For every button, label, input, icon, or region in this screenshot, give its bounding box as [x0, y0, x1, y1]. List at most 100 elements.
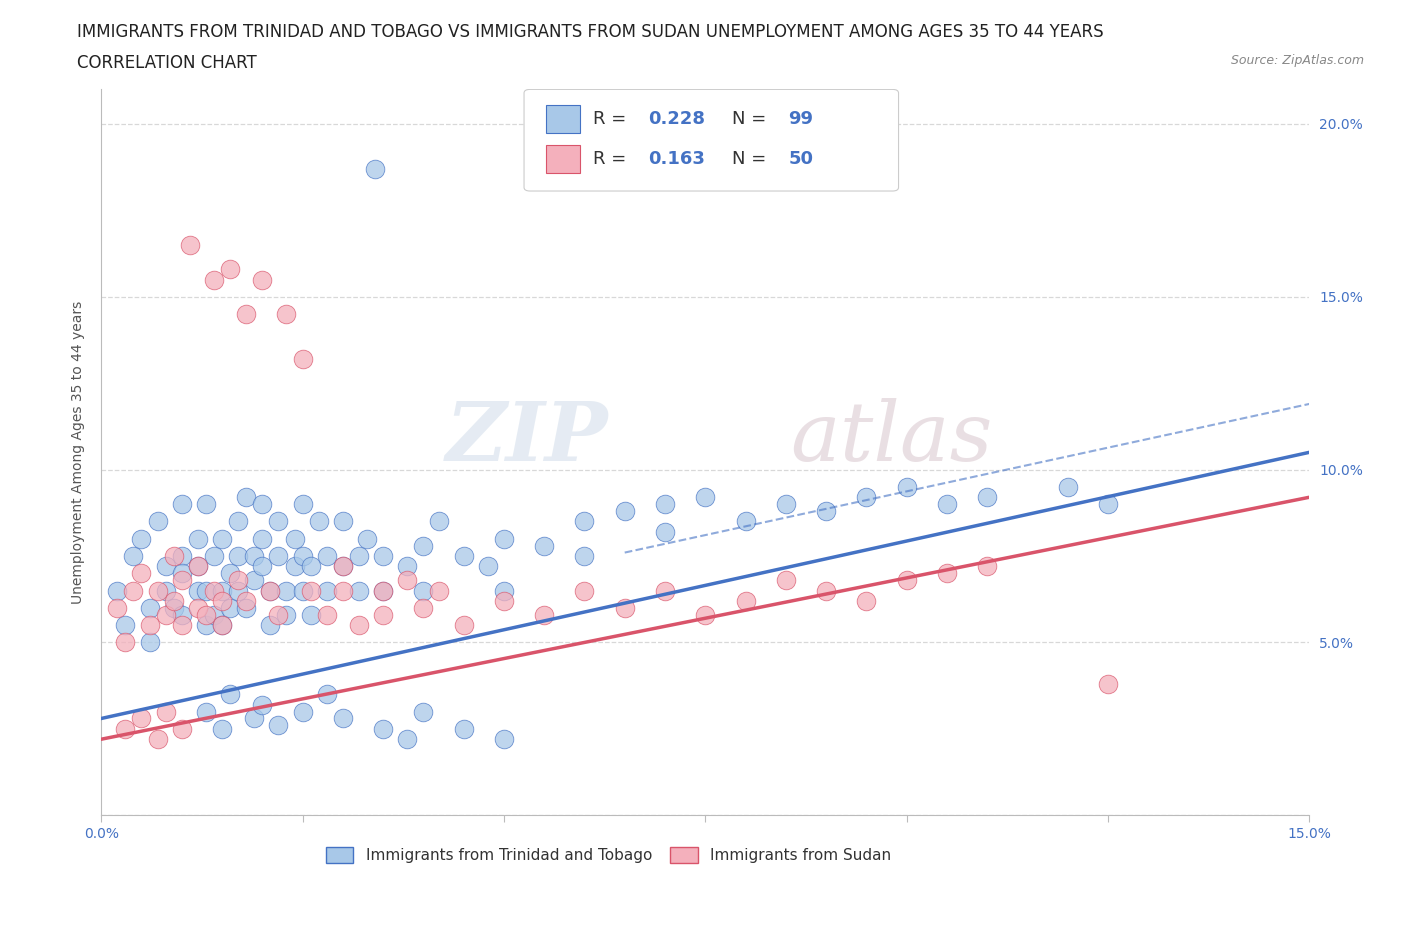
Point: [654, 583, 676, 598]
Point: [155, 607, 177, 622]
Point: [396, 559, 419, 574]
Point: [347, 583, 370, 598]
Point: [291, 497, 314, 512]
Point: [138, 618, 160, 632]
Point: [654, 497, 676, 512]
Point: [226, 549, 249, 564]
Point: [775, 497, 797, 512]
Point: [276, 307, 298, 322]
Point: [138, 601, 160, 616]
Point: [155, 704, 177, 719]
Point: [146, 514, 169, 529]
FancyBboxPatch shape: [524, 89, 898, 191]
Point: [252, 272, 274, 287]
Point: [412, 601, 434, 616]
Point: [155, 583, 177, 598]
Legend: Immigrants from Trinidad and Tobago, Immigrants from Sudan: Immigrants from Trinidad and Tobago, Imm…: [319, 841, 897, 870]
Point: [252, 497, 274, 512]
Point: [211, 531, 233, 546]
Point: [194, 497, 217, 512]
Point: [453, 722, 475, 737]
Point: [194, 704, 217, 719]
Point: [299, 559, 322, 574]
Point: [267, 718, 290, 733]
Point: [235, 601, 257, 616]
Point: [976, 559, 998, 574]
Point: [163, 549, 186, 564]
Point: [492, 583, 515, 598]
Text: 50: 50: [789, 150, 814, 168]
Point: [695, 607, 717, 622]
Point: [332, 514, 354, 529]
Point: [252, 531, 274, 546]
Point: [170, 497, 193, 512]
Point: [211, 593, 233, 608]
Point: [356, 531, 378, 546]
Point: [291, 352, 314, 366]
Point: [163, 593, 186, 608]
Point: [332, 711, 354, 726]
Point: [267, 514, 290, 529]
Point: [187, 601, 209, 616]
Point: [131, 711, 153, 726]
Point: [243, 711, 266, 726]
Point: [291, 549, 314, 564]
Point: [163, 601, 186, 616]
Text: 0.228: 0.228: [648, 110, 706, 128]
Point: [1056, 480, 1078, 495]
Point: [276, 583, 298, 598]
Point: [574, 514, 596, 529]
Point: [734, 593, 756, 608]
Point: [170, 549, 193, 564]
Point: [105, 601, 128, 616]
Point: [371, 722, 394, 737]
Point: [533, 607, 555, 622]
Point: [1097, 497, 1119, 512]
Point: [291, 583, 314, 598]
Point: [896, 480, 918, 495]
Point: [315, 687, 337, 702]
Point: [235, 307, 257, 322]
Point: [332, 583, 354, 598]
Point: [211, 618, 233, 632]
Point: [219, 565, 242, 580]
Point: [187, 531, 209, 546]
Point: [935, 565, 957, 580]
Point: [574, 583, 596, 598]
Point: [412, 583, 434, 598]
Point: [371, 549, 394, 564]
Point: [492, 732, 515, 747]
Point: [574, 549, 596, 564]
Point: [347, 549, 370, 564]
Point: [775, 573, 797, 588]
Text: IMMIGRANTS FROM TRINIDAD AND TOBAGO VS IMMIGRANTS FROM SUDAN UNEMPLOYMENT AMONG : IMMIGRANTS FROM TRINIDAD AND TOBAGO VS I…: [77, 23, 1104, 41]
Point: [170, 565, 193, 580]
Point: [332, 559, 354, 574]
Point: [252, 559, 274, 574]
Point: [308, 514, 330, 529]
Text: CORRELATION CHART: CORRELATION CHART: [77, 54, 257, 72]
Point: [276, 607, 298, 622]
Bar: [546, 105, 579, 133]
Text: R =: R =: [593, 150, 631, 168]
Point: [299, 607, 322, 622]
Point: [396, 573, 419, 588]
Point: [364, 162, 387, 177]
Point: [654, 525, 676, 539]
Y-axis label: Unemployment Among Ages 35 to 44 years: Unemployment Among Ages 35 to 44 years: [72, 300, 86, 604]
Point: [131, 565, 153, 580]
Point: [371, 607, 394, 622]
Point: [453, 549, 475, 564]
Point: [477, 559, 499, 574]
Point: [211, 618, 233, 632]
Text: Source: ZipAtlas.com: Source: ZipAtlas.com: [1230, 54, 1364, 67]
Point: [226, 583, 249, 598]
Point: [211, 722, 233, 737]
Point: [935, 497, 957, 512]
Point: [146, 732, 169, 747]
Point: [283, 531, 305, 546]
Point: [815, 583, 838, 598]
Point: [396, 732, 419, 747]
Point: [291, 704, 314, 719]
Point: [347, 618, 370, 632]
